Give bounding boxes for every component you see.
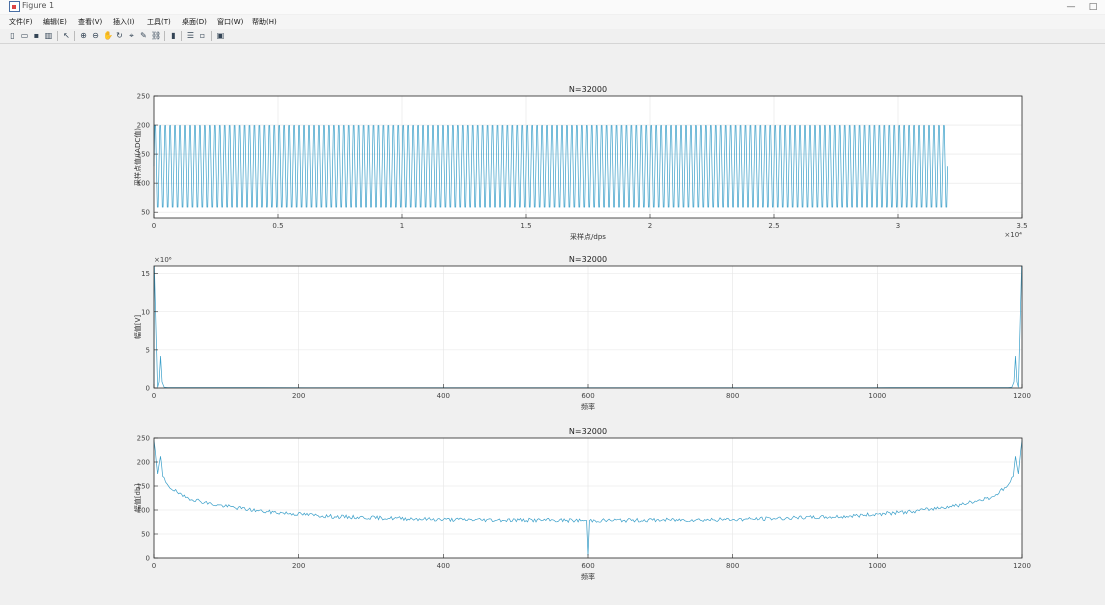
x-tick-label: 600 bbox=[581, 562, 594, 570]
y-tick-label: 50 bbox=[141, 531, 150, 539]
x-tick-label: 0 bbox=[152, 392, 156, 400]
link-icon[interactable]: ⛓ bbox=[151, 31, 162, 40]
y-tick-label: 250 bbox=[137, 93, 150, 101]
zoom-in-icon[interactable]: ⊕ bbox=[80, 31, 87, 40]
y-axis-label: 幅值[V] bbox=[133, 315, 142, 340]
series-line-1 bbox=[153, 440, 1023, 556]
x-tick-label: 3.5 bbox=[1016, 222, 1027, 230]
x-tick-label: 0.5 bbox=[272, 222, 283, 230]
open-file-icon[interactable]: ▭ bbox=[20, 31, 29, 40]
y-tick-label: 15 bbox=[141, 270, 150, 278]
y-tick-label: 5 bbox=[146, 346, 150, 354]
series-line-1 bbox=[153, 125, 948, 208]
y-tick-label: 200 bbox=[137, 122, 150, 130]
rotate-icon[interactable]: ↻ bbox=[116, 31, 123, 40]
figure-app-icon bbox=[9, 1, 20, 12]
chart-panel-2: 0 200 400 600 800 1000 1200 0 5 10 15 N=32000 频率 幅值[V… bbox=[133, 255, 1031, 411]
x-axis-exponent: ×10⁴ bbox=[1004, 231, 1022, 239]
x-axis-label: 频率 bbox=[581, 572, 595, 581]
minimize-button[interactable]: — bbox=[1066, 2, 1076, 12]
y-tick-label: 150 bbox=[137, 483, 150, 491]
x-tick-label: 3 bbox=[896, 222, 900, 230]
menu-help[interactable]: 帮助(H) bbox=[252, 18, 277, 26]
x-tick-label: 0 bbox=[152, 562, 156, 570]
x-tick-label: 1.5 bbox=[520, 222, 531, 230]
window-title: Figure 1 bbox=[22, 1, 55, 10]
toolbar-separator bbox=[211, 31, 212, 41]
save-icon[interactable]: ▪ bbox=[33, 31, 40, 40]
y-tick-label: 200 bbox=[137, 459, 150, 467]
menu-tools[interactable]: 工具(T) bbox=[147, 18, 171, 26]
y-tick-label: 0 bbox=[146, 555, 150, 563]
print-icon[interactable]: ▥ bbox=[44, 31, 53, 40]
menu-edit[interactable]: 编辑(E) bbox=[43, 18, 67, 26]
x-axis-label: 采样点/dps bbox=[570, 232, 606, 241]
menu-desktop[interactable]: 桌面(D) bbox=[182, 18, 207, 26]
axes-frame bbox=[153, 95, 1023, 219]
chart-title: N=32000 bbox=[569, 427, 607, 436]
toolbar-separator bbox=[74, 31, 75, 41]
figure-canvas: 0 0.5 1 1.5 2 2.5 3 3.550100150200250N=32000采样点… bbox=[133, 85, 1031, 581]
y-tick-label: 100 bbox=[137, 507, 150, 515]
x-tick-label: 200 bbox=[292, 392, 305, 400]
x-tick-label: 1000 bbox=[868, 392, 886, 400]
toolbar-separator bbox=[57, 31, 58, 41]
x-tick-label: 400 bbox=[437, 392, 450, 400]
y-axis-exponent: ×10⁶ bbox=[154, 256, 172, 264]
pan-icon[interactable]: ✋ bbox=[103, 31, 113, 40]
brush-icon[interactable]: ✎ bbox=[140, 31, 147, 40]
y-tick-label: 250 bbox=[137, 435, 150, 443]
hide-plot-tools-icon[interactable]: ▫ bbox=[199, 31, 206, 40]
chart-panel-3: 0 200 400 600 800 1000 1200 0 50 100 150 200 250 N=32… bbox=[133, 427, 1031, 581]
data-cursor-icon[interactable]: ⌖ bbox=[129, 31, 134, 40]
y-axis-label: 幅值[db] bbox=[133, 484, 142, 513]
title-bar: Figure 1 — □ bbox=[0, 0, 1105, 14]
y-tick-label: 150 bbox=[137, 151, 150, 159]
new-figure-icon[interactable]: ▯ bbox=[10, 31, 15, 40]
colorbar-icon[interactable]: ▮ bbox=[171, 31, 176, 40]
x-tick-label: 2.5 bbox=[768, 222, 779, 230]
x-tick-label: 1 bbox=[400, 222, 404, 230]
menu-view[interactable]: 查看(V) bbox=[78, 18, 103, 26]
x-tick-label: 2 bbox=[648, 222, 652, 230]
chart-title: N=32000 bbox=[569, 255, 607, 264]
x-tick-label: 1200 bbox=[1013, 562, 1031, 570]
x-tick-label: 1200 bbox=[1013, 392, 1031, 400]
legend-icon[interactable]: ☰ bbox=[186, 31, 195, 40]
y-tick-label: 0 bbox=[146, 385, 150, 393]
y-tick-label: 50 bbox=[141, 209, 150, 217]
menu-file[interactable]: 文件(F) bbox=[9, 18, 33, 26]
figure-toolbar: ▯ ▭ ▪ ▥ ↖ ⊕ ⊖ ✋ ↻ ⌖ ✎ ⛓ ▮ ☰ ▫ ▣ bbox=[0, 30, 1105, 44]
toolbar-separator bbox=[164, 31, 165, 41]
x-tick-label: 800 bbox=[726, 392, 739, 400]
y-axis-label: 采样点值/(ADC值) bbox=[133, 128, 142, 186]
x-tick-label: 800 bbox=[726, 562, 739, 570]
x-tick-label: 0 bbox=[152, 222, 156, 230]
menu-window[interactable]: 窗口(W) bbox=[217, 18, 244, 26]
maximize-button[interactable]: □ bbox=[1088, 2, 1098, 12]
pointer-icon[interactable]: ↖ bbox=[63, 31, 70, 40]
x-tick-label: 1000 bbox=[868, 562, 886, 570]
menu-insert[interactable]: 插入(I) bbox=[113, 18, 135, 26]
zoom-out-icon[interactable]: ⊖ bbox=[92, 31, 99, 40]
menu-bar: 文件(F) 编辑(E) 查看(V) 插入(I) 工具(T) 桌面(D) 窗口(W… bbox=[0, 15, 1105, 29]
chart-panel-1: 0 0.5 1 1.5 2 2.5 3 3.5 50 100 150 200 250 N=32000 采样点… bbox=[133, 85, 1028, 241]
x-axis-label: 频率 bbox=[581, 402, 595, 411]
x-tick-label: 400 bbox=[437, 562, 450, 570]
show-plot-tools-icon[interactable]: ▣ bbox=[216, 31, 225, 40]
x-tick-label: 200 bbox=[292, 562, 305, 570]
y-tick-label: 100 bbox=[137, 180, 150, 188]
x-tick-label: 600 bbox=[581, 392, 594, 400]
toolbar-separator bbox=[181, 31, 182, 41]
y-tick-label: 10 bbox=[141, 308, 150, 316]
chart-title: N=32000 bbox=[569, 85, 607, 94]
